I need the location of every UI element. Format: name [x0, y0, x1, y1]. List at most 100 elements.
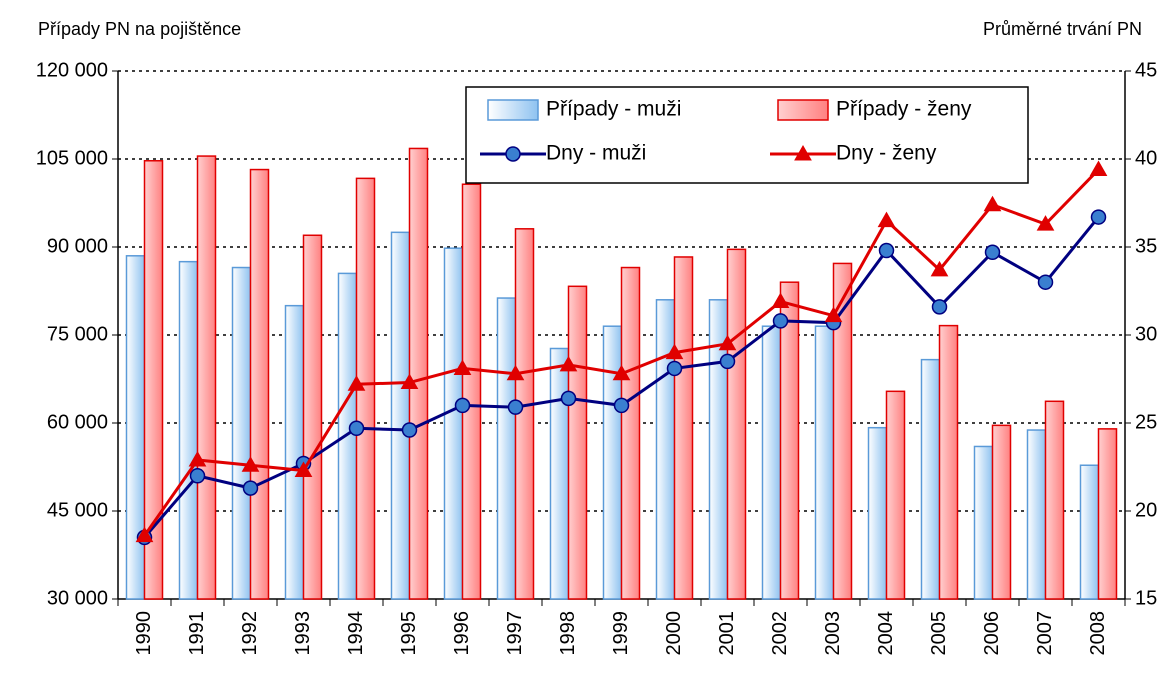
marker	[1037, 274, 1054, 290]
bar	[779, 281, 800, 600]
bar	[337, 272, 358, 600]
x-tick-label: 1992	[239, 611, 261, 656]
legend-marker	[794, 144, 812, 161]
x-tick-label: 2002	[769, 611, 791, 656]
legend-label: Dny - ženy	[836, 142, 937, 165]
marker	[878, 242, 895, 259]
marker	[453, 359, 472, 375]
x-tick-label: 1990	[133, 611, 155, 656]
marker	[506, 364, 525, 381]
y-axis-label: Případy PN na pojištěnce	[38, 19, 241, 39]
legend-label: Případy - muži	[546, 98, 681, 121]
bar	[1026, 429, 1047, 600]
marker	[189, 468, 206, 484]
x-tick-label: 1996	[451, 611, 473, 656]
bar	[231, 266, 252, 600]
y2-axis-label: Průměrné trvání PN	[983, 19, 1142, 39]
x-tick-label: 2008	[1087, 611, 1109, 656]
marker	[135, 526, 154, 543]
bar	[920, 358, 941, 600]
y-tick-label: 60 000	[47, 411, 108, 433]
bar	[885, 390, 906, 600]
y2-tick-label: 40	[1135, 147, 1157, 169]
marker	[559, 355, 578, 372]
bar	[496, 297, 517, 600]
bar	[302, 234, 323, 600]
marker	[613, 397, 630, 414]
bar	[814, 325, 835, 600]
marker	[824, 306, 843, 323]
marker	[771, 292, 790, 309]
bar	[867, 426, 888, 600]
marker	[401, 422, 418, 438]
marker	[400, 373, 419, 390]
x-tick-label: 1995	[398, 611, 420, 656]
bar	[196, 155, 217, 600]
y-tick-label: 90 000	[47, 235, 108, 257]
legend-label: Dny - muži	[546, 142, 646, 165]
marker	[242, 480, 259, 496]
bar	[832, 262, 853, 600]
bar	[655, 299, 676, 600]
marker	[241, 456, 260, 472]
marker	[612, 364, 631, 381]
marker	[718, 334, 737, 351]
bar	[1044, 400, 1065, 600]
bar	[761, 325, 782, 600]
marker	[347, 375, 366, 391]
bar	[125, 255, 146, 600]
bar	[938, 324, 959, 600]
y2-tick-label: 20	[1135, 499, 1157, 521]
bar	[249, 168, 270, 600]
marker	[772, 313, 789, 329]
marker	[665, 343, 684, 360]
marker	[983, 195, 1002, 212]
legend-swatch	[487, 99, 539, 121]
x-tick-label: 1997	[504, 611, 526, 656]
y-tick-label: 45 000	[47, 499, 108, 521]
marker	[1036, 215, 1055, 231]
bar	[602, 325, 623, 600]
marker	[1089, 160, 1108, 177]
bar	[408, 147, 429, 600]
marker	[507, 399, 524, 415]
marker	[931, 299, 948, 315]
x-tick-label: 2005	[928, 611, 950, 656]
x-tick-label: 2001	[716, 611, 738, 656]
bar	[726, 248, 747, 600]
marker	[560, 390, 577, 407]
marker	[984, 244, 1001, 261]
x-tick-label: 1999	[610, 611, 632, 656]
x-tick-label: 2007	[1034, 611, 1056, 656]
marker	[294, 461, 313, 478]
x-tick-label: 2003	[822, 611, 844, 656]
bar	[1079, 464, 1100, 600]
y-tick-label: 30 000	[47, 587, 108, 609]
legend-swatch	[777, 99, 829, 121]
x-tick-label: 1998	[557, 611, 579, 656]
bar	[620, 266, 641, 600]
marker	[454, 397, 471, 414]
legend-label: Případy - ženy	[836, 98, 972, 121]
x-tick-label: 2004	[875, 611, 897, 656]
y-tick-label: 120 000	[36, 59, 108, 81]
x-tick-label: 1994	[345, 611, 367, 656]
x-tick-label: 1993	[292, 611, 314, 656]
bar	[567, 285, 588, 600]
marker	[719, 353, 736, 370]
bar	[284, 304, 305, 600]
marker	[666, 360, 683, 377]
bar	[390, 231, 411, 600]
bar	[1097, 428, 1118, 600]
marker	[348, 420, 365, 437]
y2-tick-label: 30	[1135, 323, 1157, 345]
legend-marker	[505, 146, 521, 162]
bar	[143, 160, 164, 600]
x-tick-label: 1991	[186, 611, 208, 656]
x-tick-label: 2006	[981, 611, 1003, 656]
bar	[443, 247, 464, 600]
y-tick-label: 75 000	[47, 323, 108, 345]
y-tick-label: 105 000	[36, 147, 108, 169]
bar	[973, 445, 994, 600]
